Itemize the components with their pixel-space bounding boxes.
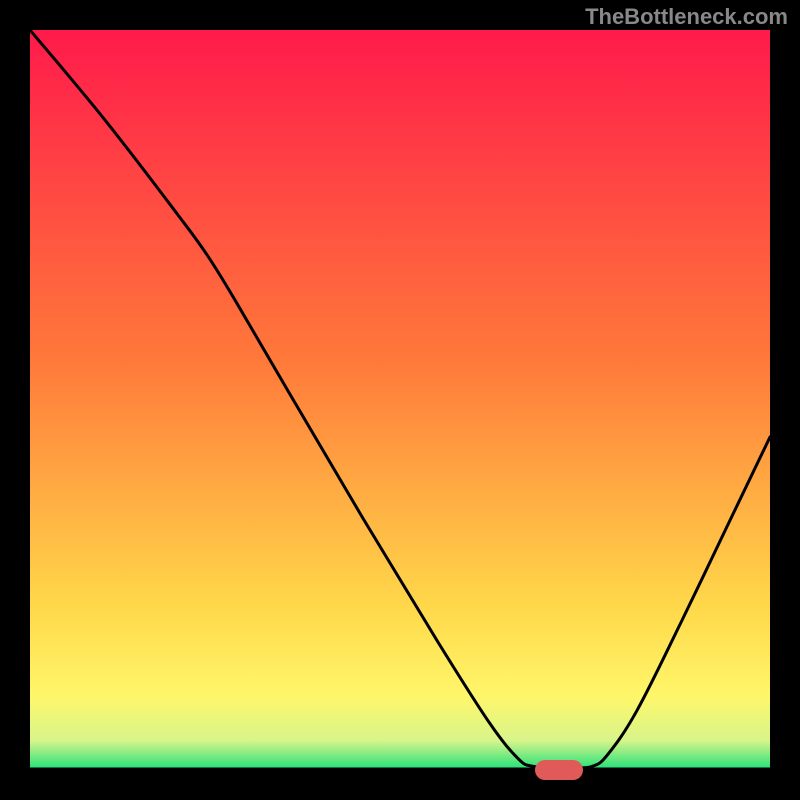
chart-container: TheBottleneck.com bbox=[0, 0, 800, 800]
bottleneck-curve bbox=[30, 30, 770, 768]
sweet-spot-marker bbox=[535, 760, 583, 781]
watermark-text: TheBottleneck.com bbox=[585, 4, 788, 30]
curve-layer bbox=[30, 30, 770, 770]
plot-area bbox=[30, 30, 770, 770]
